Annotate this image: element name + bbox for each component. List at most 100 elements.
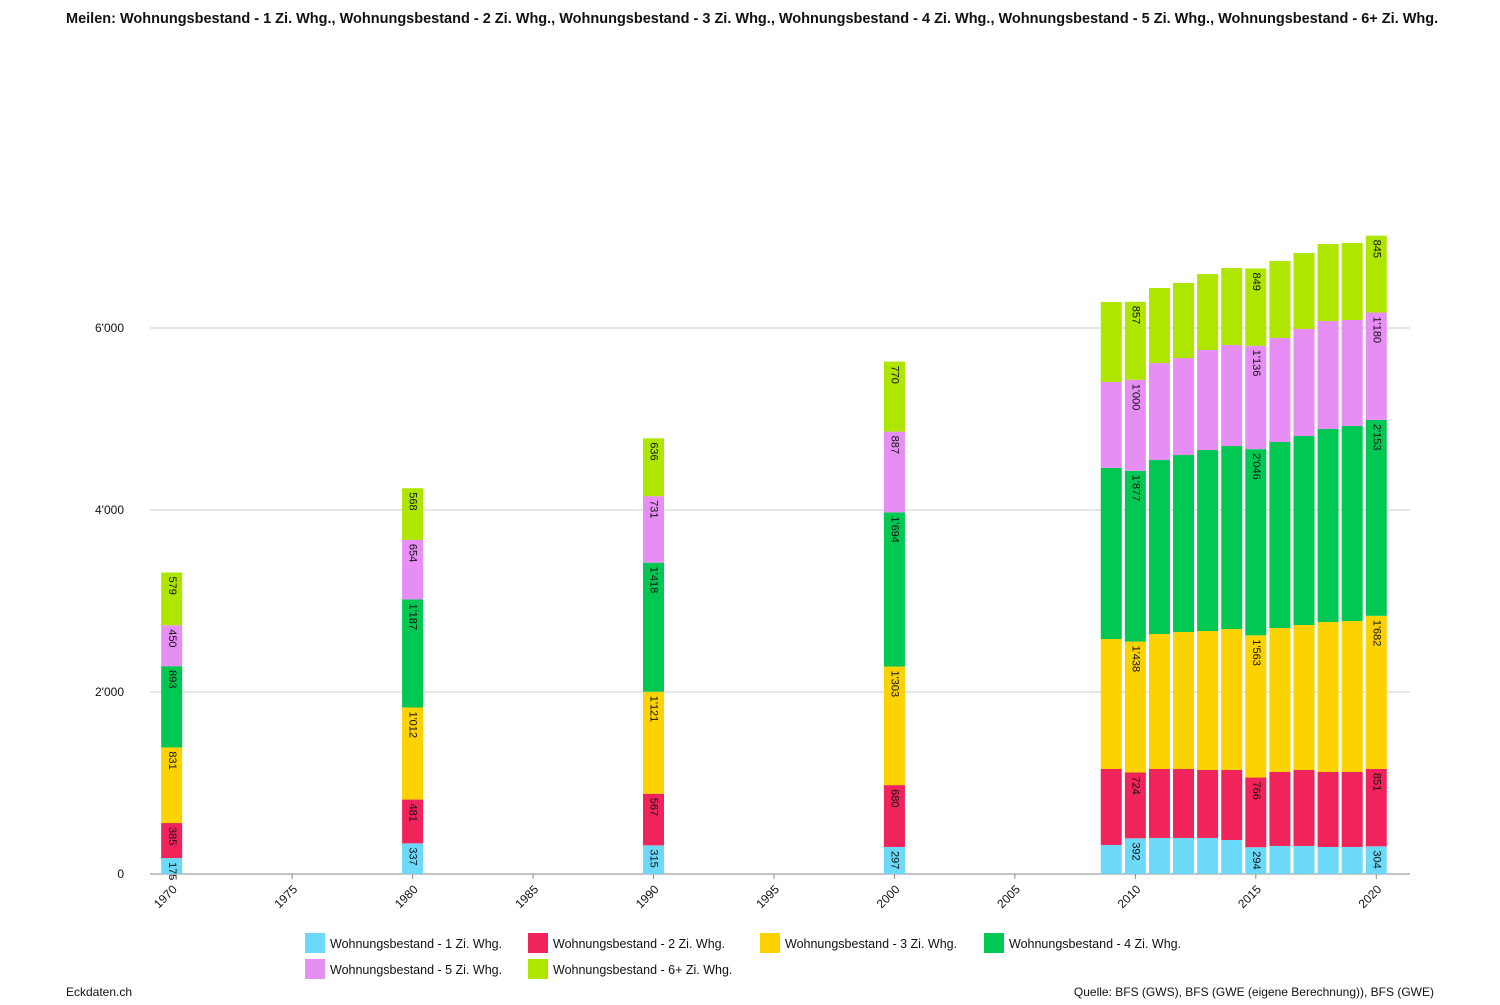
bar-segment (643, 845, 665, 874)
x-tick-label: 1995 (753, 882, 782, 911)
bar-segment (1124, 838, 1146, 874)
y-tick-label: 0 (117, 867, 124, 881)
bar-segment (1148, 287, 1170, 364)
bar-segment (1269, 338, 1291, 443)
bar-segment (1365, 615, 1387, 769)
bar-segment (1100, 639, 1122, 769)
data-label: 450 (166, 629, 178, 647)
y-tick-label: 6'000 (95, 321, 124, 335)
bar-segment (883, 512, 905, 667)
bar-segment (1269, 845, 1291, 874)
data-label: 1'563 (1250, 639, 1262, 666)
bar-segment (161, 747, 183, 824)
data-label: 1'877 (1129, 475, 1141, 502)
bar-segment (1221, 446, 1243, 630)
bar-segment (643, 562, 665, 692)
data-label: 392 (1129, 842, 1141, 860)
data-label: 724 (1129, 776, 1141, 794)
legend-label: Wohnungsbestand - 2 Zi. Whg. (553, 937, 725, 951)
legend-swatch (528, 959, 548, 979)
bar-segment (1293, 329, 1315, 437)
bar-segment (1293, 845, 1315, 874)
data-label: 297 (889, 851, 901, 869)
x-tick-label: 2020 (1356, 882, 1385, 911)
bar-segment (1365, 846, 1387, 874)
legend-swatch (760, 933, 780, 953)
bar-segment (1221, 839, 1243, 874)
legend-label: Wohnungsbestand - 3 Zi. Whg. (785, 937, 957, 951)
data-label: 1'438 (1129, 646, 1141, 673)
bar-segment (1221, 345, 1243, 447)
bar-segment (883, 666, 905, 786)
legend-label: Wohnungsbestand - 4 Zi. Whg. (1009, 937, 1181, 951)
data-label: 337 (407, 847, 419, 865)
legend-swatch (528, 933, 548, 953)
data-label: 304 (1370, 850, 1382, 868)
x-tick-label: 2015 (1235, 882, 1264, 911)
bar-segment (1245, 449, 1267, 636)
bar-segment (1221, 769, 1243, 840)
bar-segment (1341, 243, 1363, 320)
legend-label: Wohnungsbestand - 1 Zi. Whg. (330, 937, 502, 951)
data-label: 294 (1250, 851, 1262, 869)
data-label: 887 (889, 436, 901, 454)
data-label: 770 (889, 366, 901, 384)
bar-segment (1269, 771, 1291, 846)
bar-segment (1317, 771, 1339, 847)
bar-segment (1341, 621, 1363, 772)
data-label: 849 (1250, 272, 1262, 290)
legend-label: Wohnungsbestand - 5 Zi. Whg. (330, 963, 502, 977)
bar-segment (1221, 268, 1243, 346)
bar-segment (1293, 436, 1315, 626)
data-label: 1'303 (889, 671, 901, 698)
data-label: 851 (1370, 773, 1382, 791)
x-tick-label: 2010 (1115, 882, 1144, 911)
bar-segment (1148, 363, 1170, 461)
x-tick-label: 2005 (994, 882, 1023, 911)
bar-segment (883, 431, 905, 513)
bar-segment (161, 625, 183, 667)
data-label: 568 (407, 492, 419, 510)
data-label: 654 (407, 544, 419, 562)
bar-segment (1269, 261, 1291, 339)
data-label: 567 (648, 798, 660, 816)
bar-segment (1124, 301, 1146, 380)
bar-segment (883, 361, 905, 432)
bar-segment (161, 666, 183, 748)
data-label: 2'153 (1370, 424, 1382, 451)
bar-segment (1365, 235, 1387, 313)
y-tick-label: 2'000 (95, 685, 124, 699)
data-label: 845 (1370, 240, 1382, 258)
bar-segment (1100, 301, 1122, 382)
bar-segment (1341, 771, 1363, 847)
bar-segment (1341, 846, 1363, 874)
bar-segment (1100, 844, 1122, 874)
legend-label: Wohnungsbestand - 6+ Zi. Whg. (553, 963, 732, 977)
bar-segment (1148, 768, 1170, 838)
bar-segment (643, 793, 665, 846)
bar-segment (1317, 846, 1339, 874)
bar-segment (1245, 635, 1267, 778)
bar-segment (1100, 381, 1122, 468)
bar-segment (1293, 769, 1315, 846)
legend-swatch (305, 933, 325, 953)
bar-segment (1173, 455, 1195, 633)
bar-segment (1293, 253, 1315, 330)
bar-segment (1173, 768, 1195, 838)
bar-segment (402, 843, 424, 874)
x-tick-label: 1970 (151, 882, 180, 911)
bar-segment (1245, 345, 1267, 450)
x-tick-label: 1975 (271, 882, 300, 911)
chart-title: Meilen: Wohnungsbestand - 1 Zi. Whg., Wo… (66, 11, 1438, 27)
bar-segment (1341, 319, 1363, 427)
bar-segment (1100, 467, 1122, 640)
data-label: 175 (166, 862, 178, 880)
data-label: 1'180 (1370, 317, 1382, 344)
x-tick-label: 2000 (874, 882, 903, 911)
bar-segment (1197, 837, 1219, 874)
bar-segment (883, 785, 905, 847)
bar-segment (1317, 320, 1339, 430)
bar-segment (1197, 274, 1219, 351)
